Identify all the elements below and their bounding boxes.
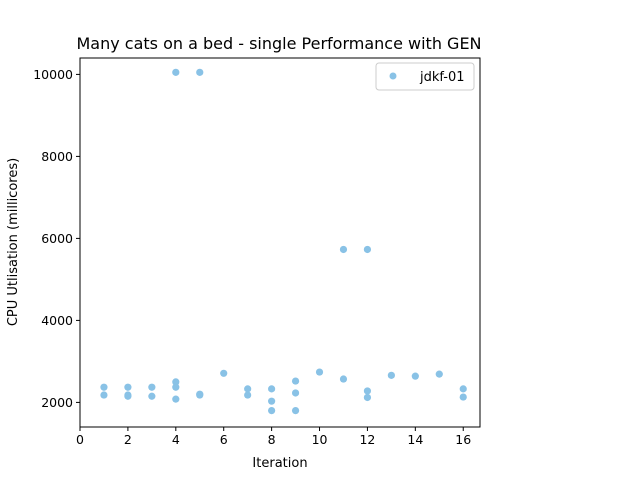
y-axis-ticks: 2000 4000 6000 8000 10000 (33, 67, 80, 410)
scatter-point (124, 392, 132, 400)
scatter-point (291, 407, 300, 415)
legend: jdkf-01 (375, 62, 475, 91)
scatter-point (100, 383, 108, 391)
data-points (100, 68, 467, 415)
x-tick-label: 0 (76, 432, 84, 447)
y-axis-label: CPU Utlisation (millicores) (6, 158, 21, 326)
y-tick-label: 6000 (41, 231, 73, 246)
scatter-point (459, 393, 467, 401)
x-tick-label: 8 (268, 432, 276, 447)
scatter-point (291, 377, 300, 385)
x-tick-label: 10 (312, 432, 328, 447)
scatter-point (268, 407, 276, 415)
scatter-point (172, 395, 180, 403)
scatter-point (315, 368, 324, 376)
x-tick-label: 14 (407, 432, 423, 447)
scatter-point (363, 393, 372, 402)
scatter-point (100, 391, 108, 399)
scatter-point (196, 391, 204, 399)
x-tick-label: 12 (359, 432, 375, 447)
y-tick-label: 8000 (41, 149, 73, 164)
scatter-point (172, 383, 180, 391)
scatter-point (148, 392, 156, 400)
scatter-point (268, 385, 276, 393)
scatter-point (339, 245, 348, 254)
plot-area-frame (79, 57, 481, 428)
x-tick-label: 2 (124, 432, 132, 447)
x-tick-label: 16 (455, 432, 471, 447)
scatter-point (172, 378, 180, 386)
scatter-point (363, 387, 372, 395)
scatter-point (435, 370, 443, 378)
scatter-point (124, 383, 132, 391)
scatter-point (244, 391, 252, 399)
scatter-point (244, 385, 252, 393)
scatter-point (148, 383, 156, 391)
scatter-point (220, 369, 228, 377)
scatter-point (411, 372, 419, 380)
scatter-point (291, 389, 300, 397)
x-axis-ticks: 0 2 4 6 8 10 12 14 16 (76, 427, 471, 447)
legend-marker (389, 72, 397, 80)
scatter-point (339, 375, 348, 383)
legend-entry-label: jdkf-01 (419, 70, 465, 85)
scatter-point (387, 371, 395, 379)
y-tick-label: 10000 (33, 67, 73, 82)
x-axis-label: Iteration (252, 456, 307, 471)
scatter-point (268, 397, 276, 405)
scatter-point (363, 245, 372, 254)
y-tick-label: 4000 (41, 313, 73, 328)
x-tick-label: 4 (172, 432, 180, 447)
chart-title: Many cats on a bed - single Performance … (76, 34, 481, 53)
scatter-point (196, 68, 204, 76)
x-tick-label: 6 (220, 432, 228, 447)
scatter-point (172, 68, 180, 76)
y-tick-label: 2000 (41, 395, 73, 410)
legend-box (375, 62, 475, 91)
scatter-point (459, 385, 467, 393)
